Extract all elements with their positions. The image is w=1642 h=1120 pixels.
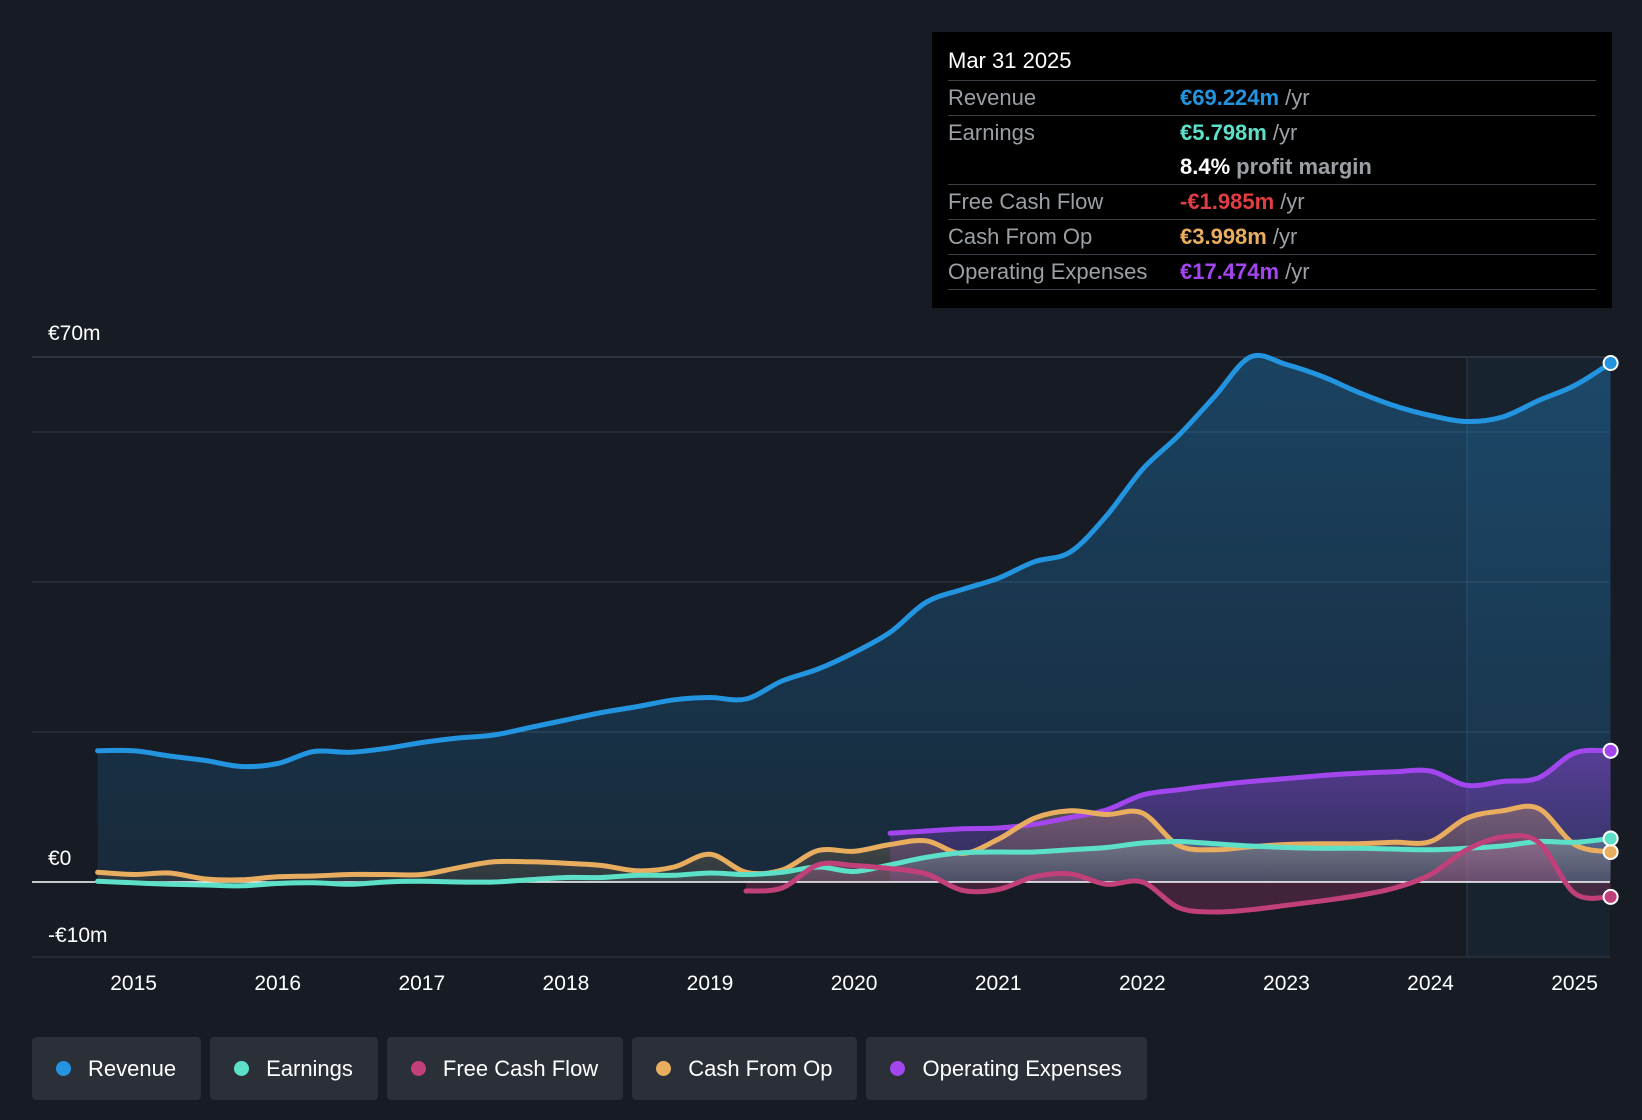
tooltip-label: Cash From Op [948, 224, 1093, 249]
line-earnings [95, 836, 1614, 889]
tooltip: Mar 31 2025 Revenue €69.224m /yr Earning… [932, 32, 1612, 308]
legend-item-operating-expenses[interactable]: Operating Expenses [866, 1037, 1147, 1100]
legend-label: Operating Expenses [922, 1055, 1122, 1081]
y-tick-label: -€10m [48, 924, 108, 947]
endpoint-revenue [1602, 355, 1619, 371]
tooltip-row-earnings: Earnings €5.798m /yr [948, 116, 1596, 150]
legend-dot-icon [234, 1061, 250, 1076]
line-revenue [95, 352, 1614, 770]
x-tick-label: 2022 [1119, 972, 1166, 995]
tooltip-value: €69.224m [1180, 85, 1280, 110]
tooltip-row-opex: Operating Expenses €17.474m /yr [948, 255, 1596, 290]
tooltip-unit: /yr [1285, 85, 1310, 110]
tooltip-unit: /yr [1272, 120, 1298, 145]
x-tick-label: 2021 [975, 972, 1022, 995]
endpoint-earnings [1602, 830, 1619, 847]
legend: Revenue Earnings Free Cash Flow Cash Fro… [32, 1037, 1147, 1100]
y-tick-label: €0 [48, 847, 71, 870]
tooltip-unit: profit margin [1236, 154, 1372, 179]
line-cash-from-op [95, 803, 1614, 883]
tooltip-value: €5.798m [1180, 120, 1267, 145]
endpoint-cash-from-op [1602, 844, 1619, 860]
tooltip-row-fcf: Free Cash Flow -€1.985m /yr [948, 185, 1596, 220]
x-tick-label: 2018 [543, 972, 590, 995]
x-tick-label: 2025 [1551, 972, 1598, 995]
line-operating-expenses [887, 747, 1614, 836]
legend-label: Free Cash Flow [442, 1055, 599, 1081]
x-tick-label: 2015 [110, 972, 157, 995]
tooltip-label: Earnings [948, 120, 1035, 145]
tooltip-value: -€1.985m [1180, 189, 1275, 214]
legend-label: Revenue [88, 1055, 177, 1081]
legend-dot-icon [410, 1061, 426, 1076]
legend-item-revenue[interactable]: Revenue [32, 1037, 202, 1100]
tooltip-label: Operating Expenses [948, 259, 1148, 284]
x-tick-label: 2016 [254, 972, 301, 995]
endpoint-free-cash-flow [1602, 888, 1619, 905]
x-tick-label: 2019 [687, 972, 734, 995]
endpoint-operating-expenses [1602, 742, 1619, 759]
tooltip-row-margin: 8.4% profit margin [948, 150, 1596, 185]
legend-dot-icon [890, 1061, 906, 1076]
x-tick-label: 2020 [831, 972, 878, 995]
tooltip-value: €3.998m [1180, 224, 1267, 249]
y-tick-label: €70m [48, 322, 101, 345]
tooltip-label: Revenue [948, 85, 1037, 110]
legend-item-earnings[interactable]: Earnings [210, 1037, 378, 1100]
tooltip-label-empty [948, 150, 1180, 184]
legend-label: Cash From Op [688, 1055, 833, 1081]
x-tick-label: 2024 [1407, 972, 1454, 995]
legend-dot-icon [56, 1061, 71, 1076]
tooltip-row-cfo: Cash From Op €3.998m /yr [948, 220, 1596, 255]
line-free-cash-flow [743, 833, 1614, 915]
tooltip-date: Mar 31 2025 [948, 46, 1596, 81]
legend-label: Earnings [266, 1055, 353, 1081]
legend-item-cash-from-op[interactable]: Cash From Op [632, 1037, 858, 1100]
tooltip-label: Free Cash Flow [948, 189, 1104, 214]
x-tick-label: 2023 [1263, 972, 1310, 995]
tooltip-value: €17.474m [1180, 259, 1280, 284]
tooltip-value: 8.4% [1180, 154, 1231, 179]
tooltip-unit: /yr [1280, 189, 1305, 214]
tooltip-unit: /yr [1272, 224, 1298, 249]
legend-dot-icon [656, 1061, 672, 1076]
tooltip-unit: /yr [1285, 259, 1310, 284]
area-revenue [97, 355, 1611, 882]
legend-item-free-cash-flow[interactable]: Free Cash Flow [386, 1037, 624, 1100]
tooltip-row-revenue: Revenue €69.224m /yr [948, 81, 1596, 116]
x-tick-label: 2017 [398, 972, 445, 995]
